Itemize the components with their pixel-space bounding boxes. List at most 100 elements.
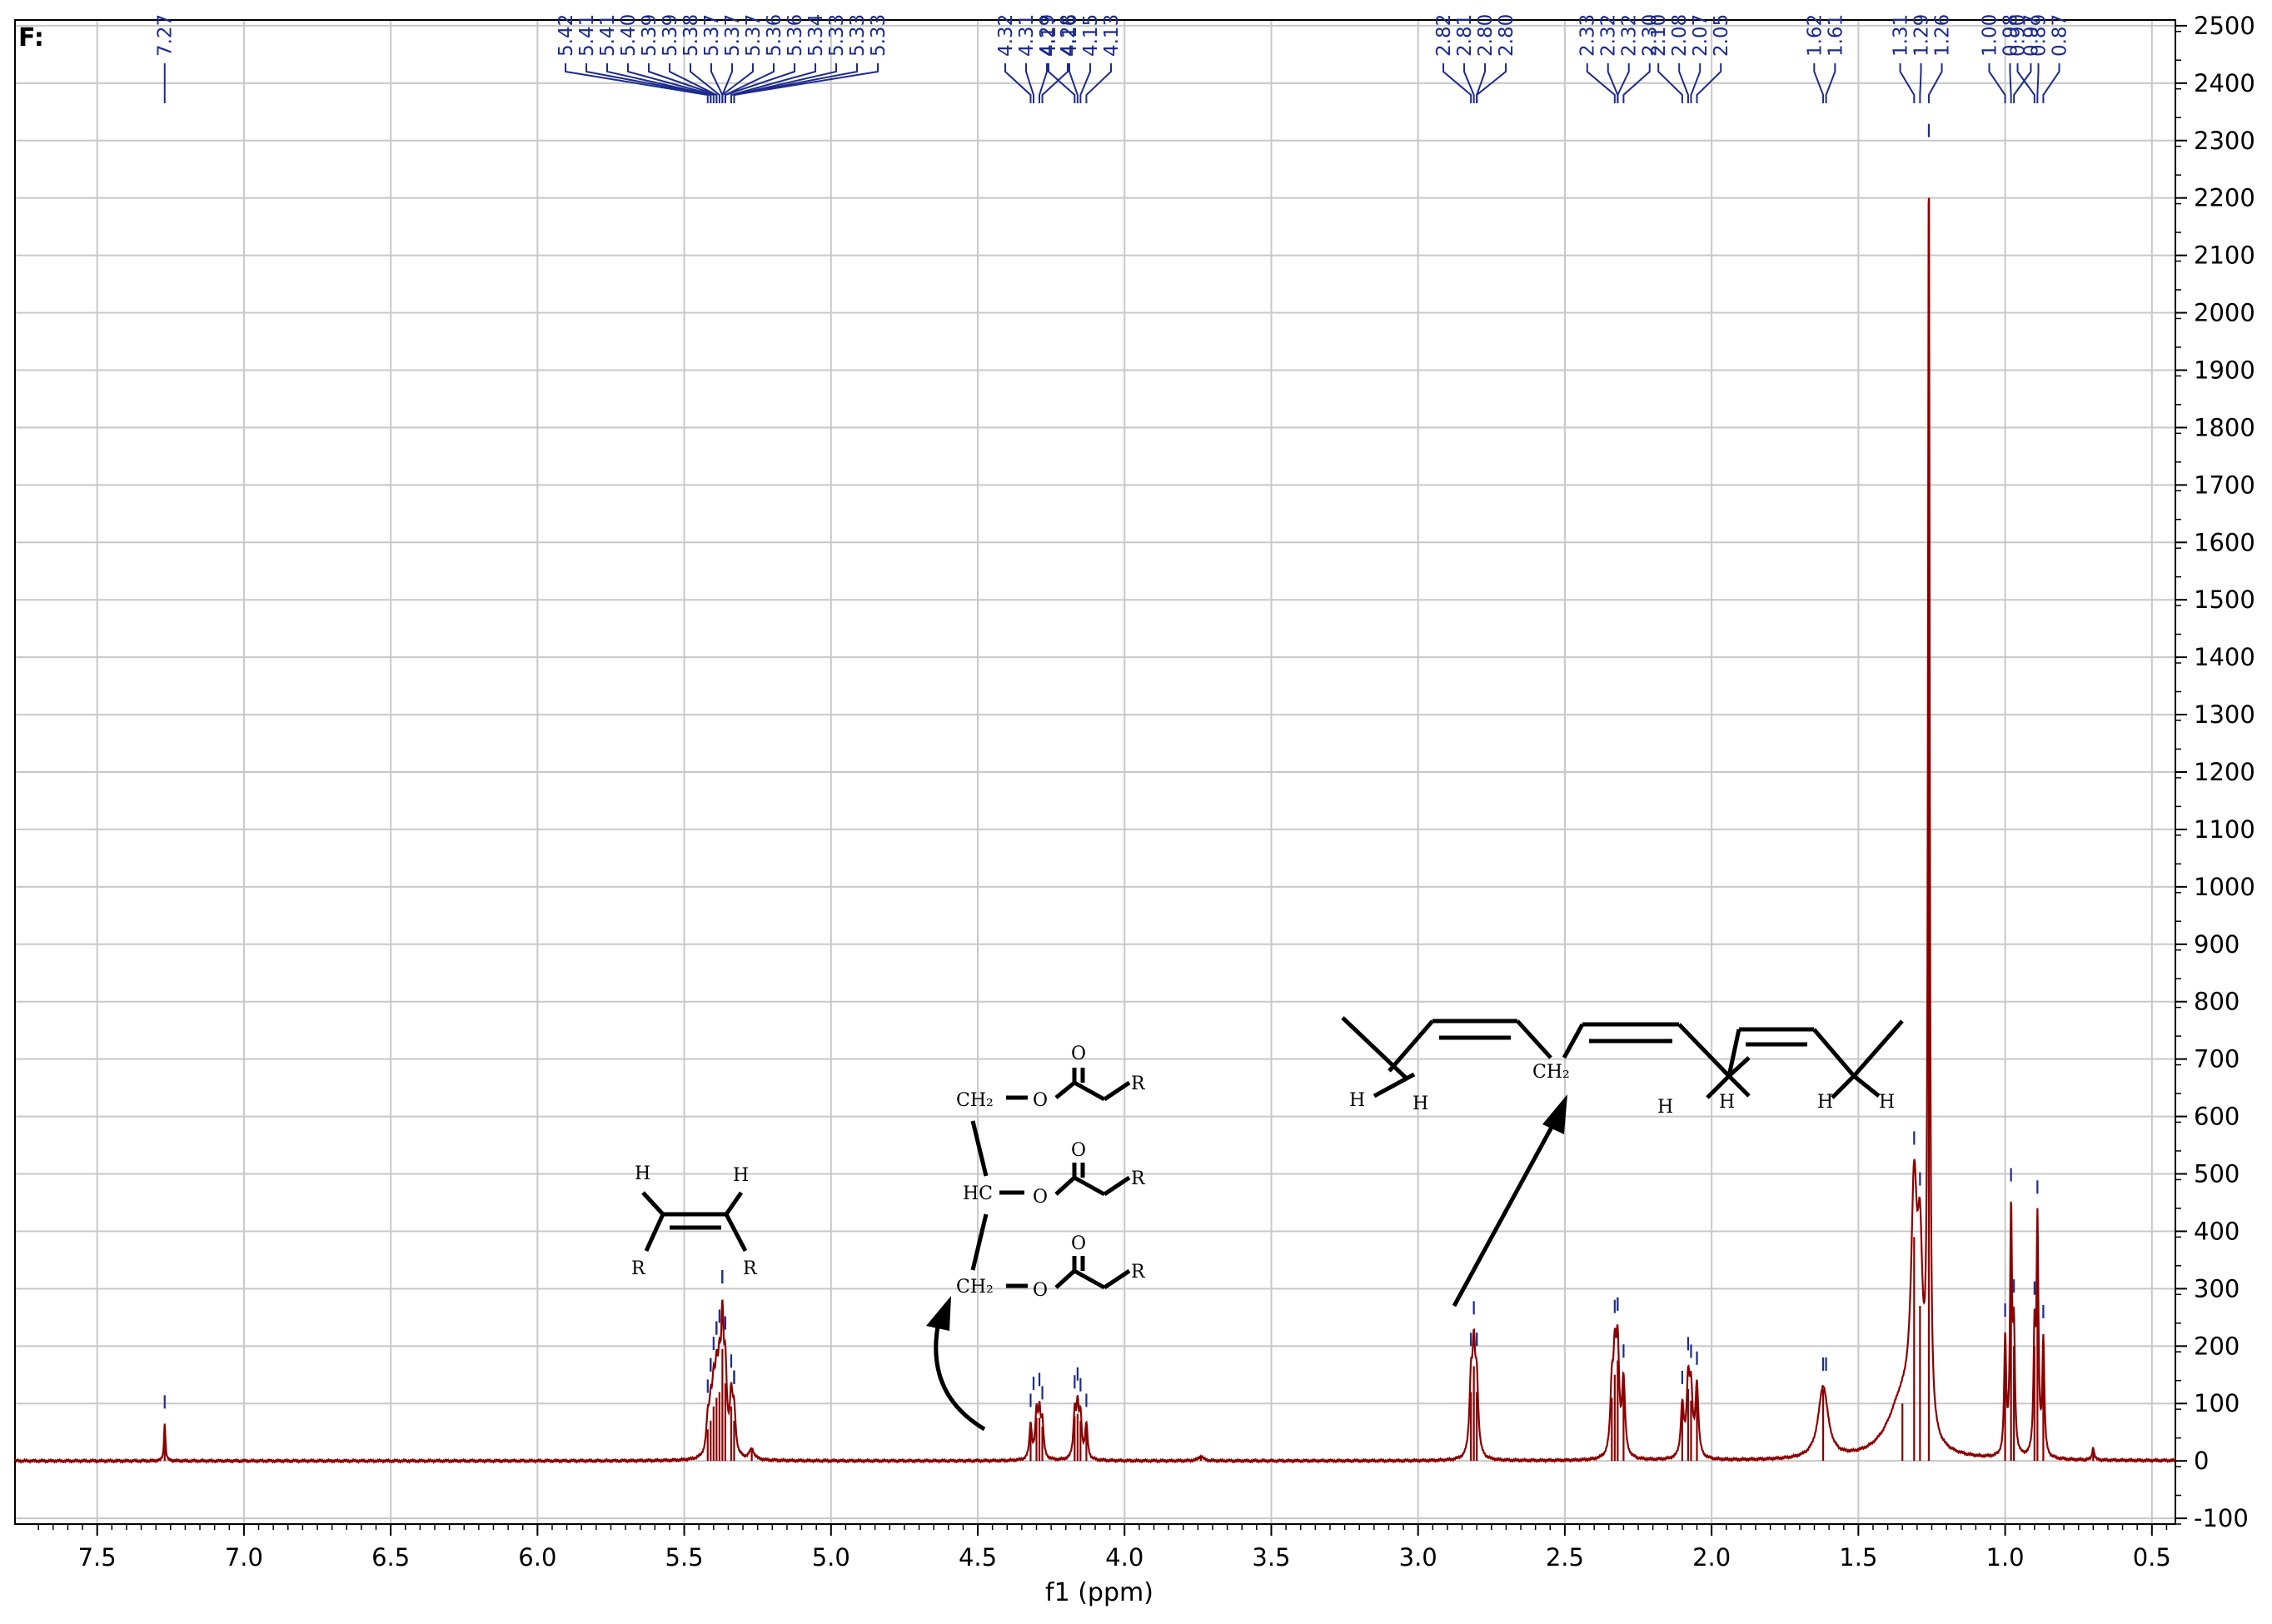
- peak-shift-label: 1.61: [1825, 14, 1846, 57]
- peak-leader-line: [2036, 63, 2040, 103]
- peak-shift-label: 2.30: [1640, 14, 1662, 57]
- x-axis-label: f1 (ppm): [1045, 1578, 1153, 1607]
- peak-leader-line: [1617, 63, 1630, 103]
- x-tick-label: 1.5: [1839, 1543, 1877, 1572]
- peak-shift-label: 2.32: [1619, 14, 1641, 57]
- peak-shift-label: 7.27: [155, 14, 177, 57]
- peak-shift-label: 5.40: [618, 14, 640, 57]
- chain-ch2: CH₂: [1532, 1062, 1570, 1083]
- chain-h-5: H: [1817, 1092, 1833, 1113]
- peak-leader-line: [565, 63, 709, 103]
- chain-h-4: H: [1719, 1092, 1735, 1113]
- x-tick-label: 4.5: [959, 1543, 997, 1572]
- peak-leader-line: [1476, 63, 1507, 103]
- x-tick-label: 4.0: [1105, 1543, 1143, 1572]
- y-tick-label: 1400: [2194, 643, 2255, 671]
- peak-annotations: 7.27 5.42 5.41 5.41 5.40 5.39 5.39 5.38 5.37 5.37…: [155, 14, 2071, 1409]
- peak-shift-label: 2.10: [1648, 14, 1670, 57]
- y-tick-label: 200: [2194, 1332, 2240, 1360]
- x-tick-label: 0.5: [2133, 1543, 2171, 1572]
- peak-leader-line: [1622, 63, 1651, 103]
- peak-shift-label: 1.31: [1891, 14, 1912, 57]
- peak-leader-line: [669, 63, 718, 103]
- peak-leader-line: [1919, 63, 1922, 103]
- glyceride-o-top: O: [1033, 1090, 1048, 1111]
- peak-leader-line: [721, 63, 755, 103]
- peak-leader-line: [1041, 63, 1069, 103]
- peak-shift-label: 1.62: [1804, 14, 1826, 57]
- glyceride-o-mid: O: [1033, 1187, 1048, 1208]
- x-tick-label: 7.5: [78, 1543, 117, 1572]
- peak-shift-label: 5.38: [680, 14, 702, 57]
- peak-shift-label: 4.17: [1039, 14, 1060, 57]
- peak-shift-label: 5.36: [785, 14, 806, 57]
- y-tick-label: 700: [2194, 1045, 2240, 1074]
- glyceride-hc: HC: [963, 1183, 993, 1204]
- peak-shift-label: 2.82: [1433, 14, 1455, 57]
- y-tick-label: 1500: [2194, 585, 2255, 614]
- peak-shift-label: 4.16: [1059, 14, 1081, 57]
- y-tick-label: 400: [2194, 1217, 2240, 1245]
- glyceride-r-top: R: [1131, 1074, 1146, 1094]
- peak-shift-label: 4.32: [995, 14, 1017, 57]
- y-axis-ticks: 2500240023002200210020001900180017001600…: [2175, 12, 2255, 1532]
- peak-leader-line: [1586, 63, 1616, 103]
- peak-shift-label: 1.00: [1979, 14, 2000, 57]
- peak-shift-label: 5.33: [826, 14, 848, 57]
- peak-leader-line: [1463, 63, 1475, 103]
- y-tick-label: 2000: [2194, 299, 2255, 327]
- peak-shift-label: 5.37: [722, 14, 744, 57]
- y-tick-label: -100: [2194, 1504, 2249, 1532]
- peak-shift-label: 1.26: [1932, 14, 1954, 57]
- x-tick-label: 3.0: [1399, 1543, 1437, 1572]
- y-tick-label: 100: [2194, 1389, 2240, 1417]
- alkene-h-left: H: [635, 1163, 650, 1184]
- peak-leader-line: [1690, 63, 1702, 103]
- peak-leader-line: [1025, 63, 1034, 103]
- y-tick-label: 1800: [2194, 413, 2255, 441]
- y-tick-label: 2500: [2194, 12, 2255, 40]
- peak-leader-line: [2042, 63, 2060, 103]
- chain-h-3: H: [1657, 1097, 1673, 1118]
- peak-leader-line: [1004, 63, 1032, 103]
- peak-shift-label: 0.89: [2029, 14, 2050, 57]
- glyceride-carbonyl-o-bottom: O: [1071, 1233, 1086, 1254]
- peak-leader-line: [627, 63, 715, 103]
- peak-shift-label: 5.37: [701, 14, 723, 57]
- chain-arrow: [1452, 1094, 1567, 1308]
- y-tick-label: 1200: [2194, 758, 2255, 786]
- peak-shift-label: 0.98: [2000, 14, 2021, 57]
- peak-leader-line: [724, 63, 796, 103]
- peak-shift-label: 2.81: [1454, 14, 1476, 57]
- peak-shift-label: 2.07: [1690, 14, 1711, 57]
- peak-shift-label: 2.32: [1598, 14, 1620, 57]
- y-tick-label: 0: [2194, 1447, 2209, 1475]
- peak-shift-label: 5.33: [847, 14, 869, 57]
- y-tick-label: 2300: [2194, 127, 2255, 155]
- peak-shift-label: 5.39: [639, 14, 660, 57]
- peak-shift-label: 2.80: [1475, 14, 1497, 57]
- glyceride-carbonyl-o-top: O: [1071, 1044, 1086, 1064]
- glyceride-o-bottom: O: [1033, 1280, 1048, 1301]
- peak-leader-line: [1813, 63, 1825, 103]
- peak-shift-label: 4.28: [1058, 14, 1079, 57]
- alkene-r-left: R: [631, 1258, 646, 1279]
- peak-shift-label: 4.29: [1037, 14, 1059, 57]
- alkene-structure: [641, 1191, 748, 1253]
- peak-shift-label: 2.08: [1669, 14, 1691, 57]
- x-tick-label: 7.0: [225, 1543, 263, 1572]
- peak-leader-line: [1085, 63, 1112, 103]
- peak-leader-line: [1696, 63, 1722, 103]
- peak-leader-line: [1988, 63, 2006, 103]
- peak-shift-label: 5.41: [576, 14, 598, 57]
- y-tick-label: 1300: [2194, 700, 2255, 729]
- alkene-r-right: R: [743, 1258, 758, 1279]
- x-tick-label: 1.0: [1986, 1543, 2025, 1572]
- peak-shift-label: 2.05: [1711, 14, 1732, 57]
- peak-leader-line: [1442, 63, 1472, 103]
- peak-shift-label: 5.34: [805, 14, 827, 57]
- y-tick-label: 2400: [2194, 69, 2255, 97]
- x-tick-label: 2.0: [1692, 1543, 1731, 1572]
- peak-shift-label: 4.15: [1080, 14, 1102, 57]
- panel-label: F:: [18, 23, 44, 52]
